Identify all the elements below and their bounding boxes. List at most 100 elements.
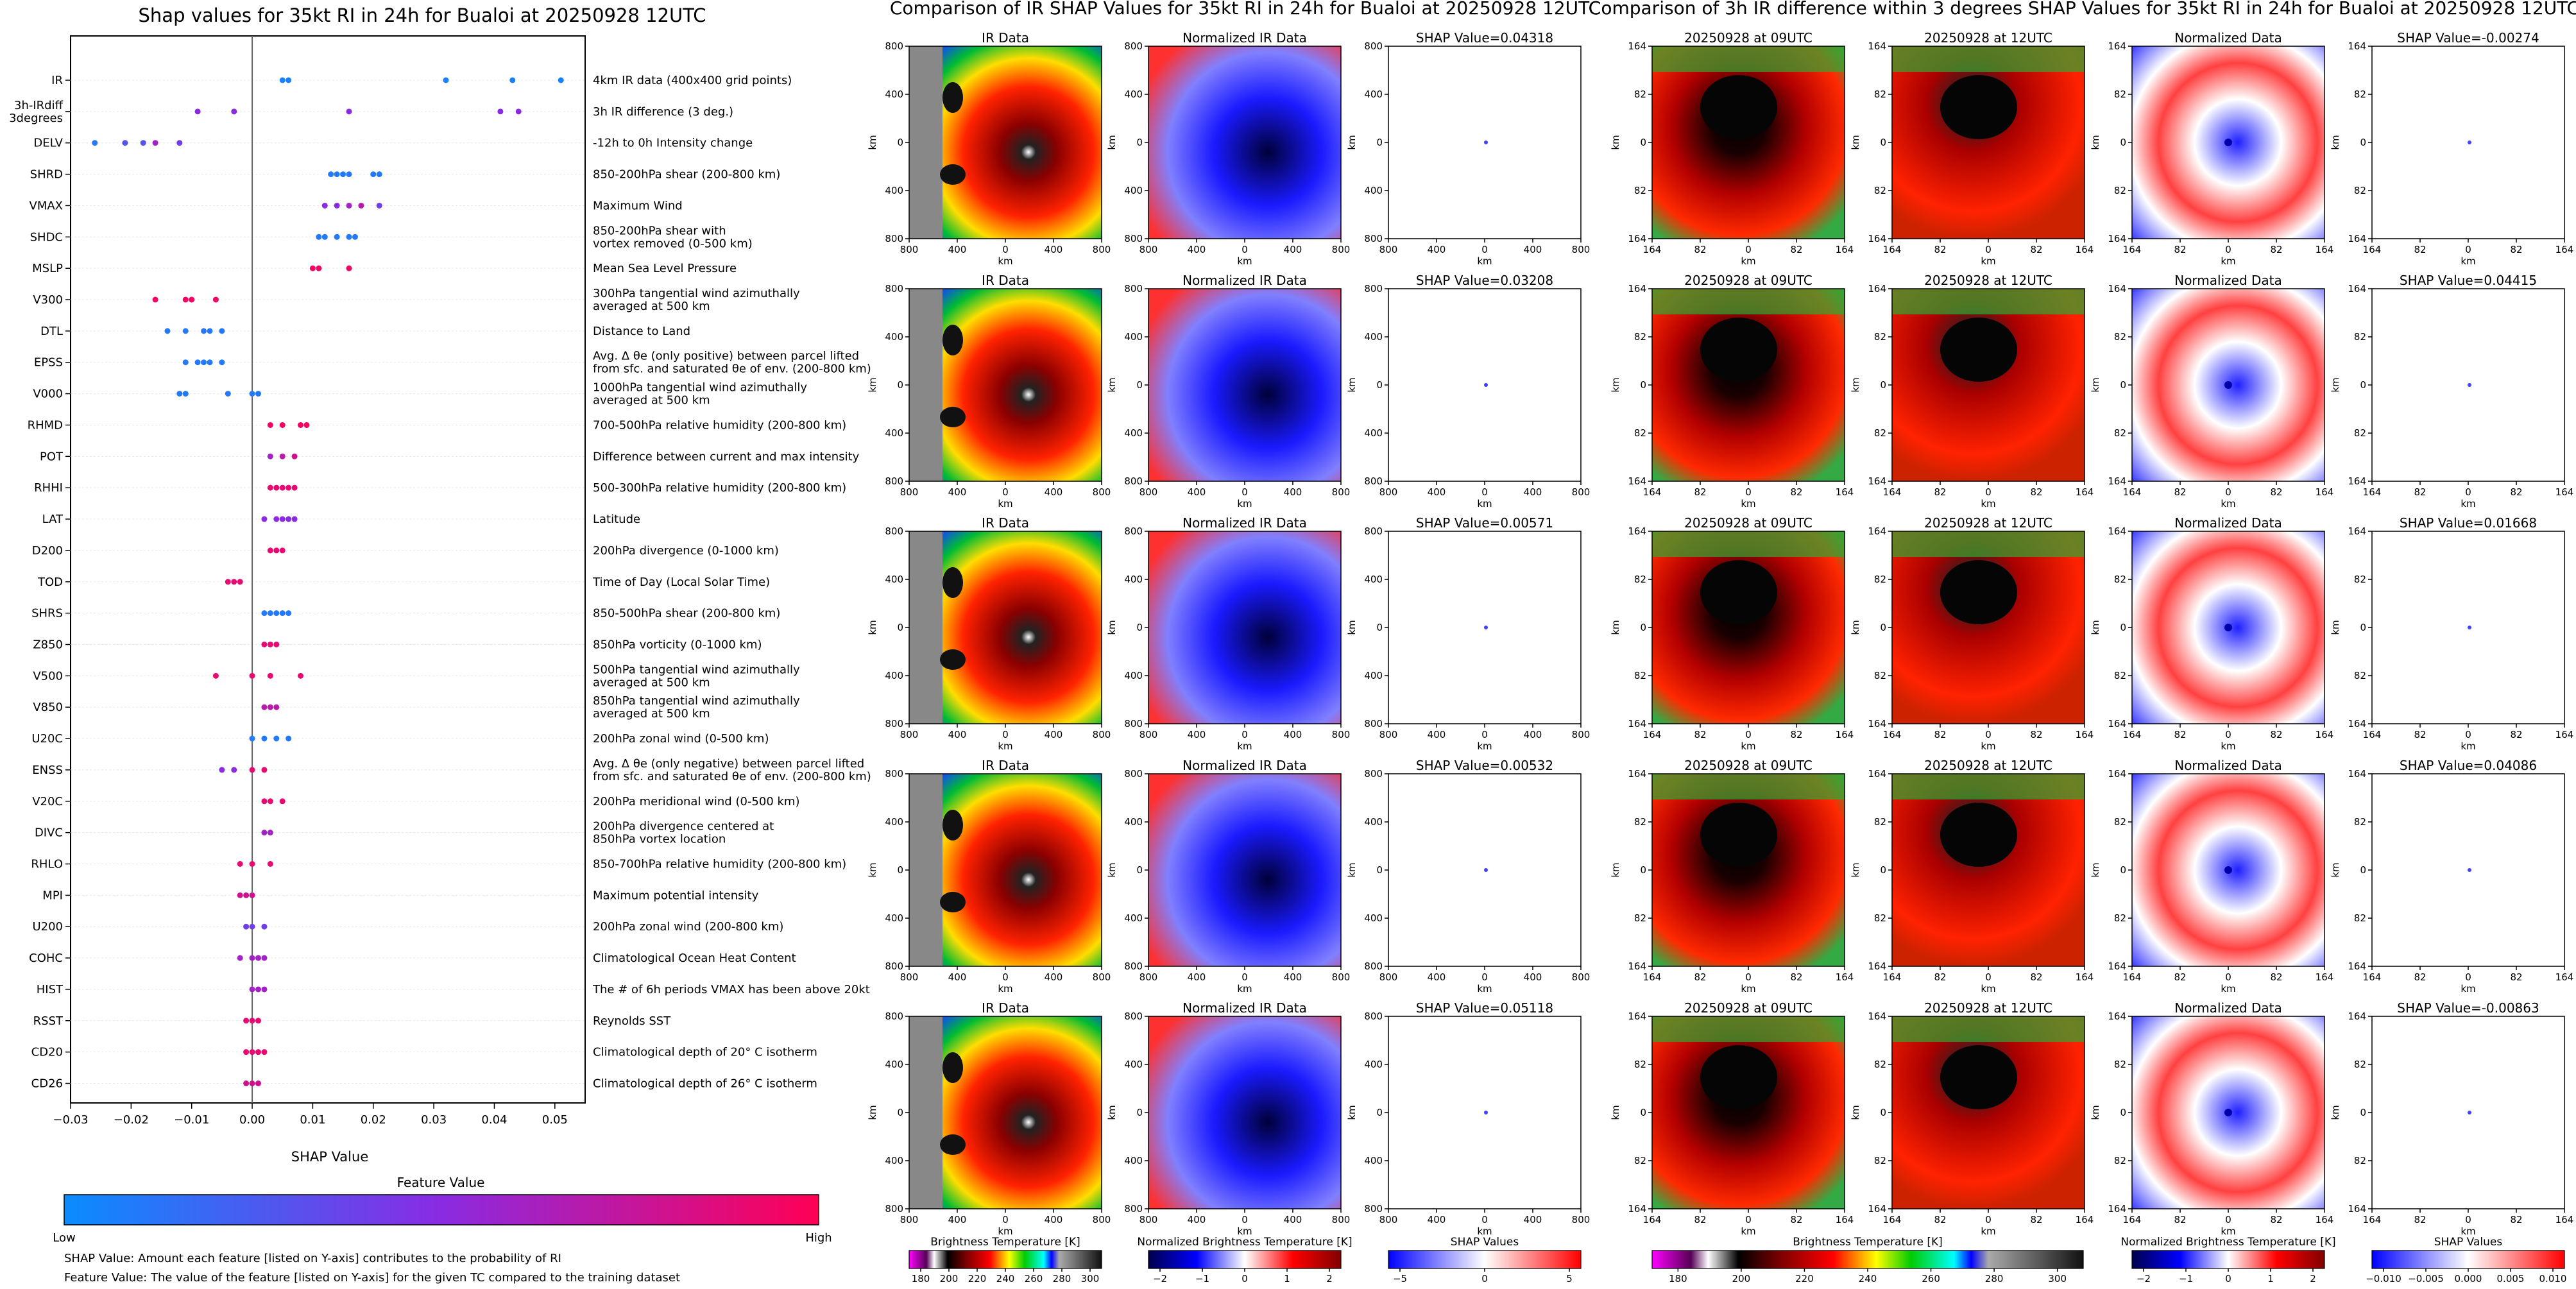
x-tick-label: 82 [1790,486,1802,498]
x-tick-label: 164 [1883,486,1902,498]
panel-image [1148,531,1341,724]
feature-name-line: V300 [33,293,63,307]
x-tick-label: 0 [1481,971,1488,983]
shap-point [249,986,255,993]
x-tick-label: −0.02 [114,1113,149,1127]
x-tick-label: 82 [2270,971,2282,983]
colorbar-tick-label: 180 [912,1273,930,1285]
x-tick-label: 82 [2414,486,2426,498]
land-region [909,531,943,724]
x-tick-label: 400 [1045,971,1063,983]
feature-name-label: V500 [33,669,63,683]
shap-point [267,641,273,647]
x-tick-label: 0 [1985,244,1992,255]
y-tick-label: 164 [1628,718,1646,730]
feature-description: 300hPa tangential wind azimuthally averag… [593,287,800,313]
panel-title: SHAP Value=0.01668 [2400,515,2537,531]
shap-point [316,234,322,240]
y-tick-label: 82 [2114,185,2126,196]
y-tick-label: 400 [885,331,903,343]
x-tick-label: 164 [2363,1214,2382,1225]
y-tick-label: 800 [1124,1011,1143,1022]
y-tick-label: 82 [1634,912,1646,924]
feature-description: 850hPa tangential wind azimuthally averag… [593,694,800,721]
feature-name-line: COHC [29,952,63,965]
cloud-cell [940,892,966,912]
x-axis-label: km [1477,498,1492,509]
shap-point [243,1018,250,1024]
feature-name-label: 3h-IRdiff 3degrees [9,99,64,125]
y-tick-label: 400 [885,574,903,585]
shap-hotspot [1484,868,1488,872]
x-tick-label: 82 [2270,729,2282,740]
x-tick-label: 164 [2363,244,2382,255]
footnote-feature: Feature Value: The value of the feature … [64,1271,680,1285]
x-axis-label: km [1981,498,1995,509]
feature-descriptions: 4km IR data (400x400 grid points) 3h IR d… [592,74,871,1091]
y-tick-label: 82 [1634,1059,1646,1070]
image-panel: SHAP Value=0.016681641648282008282164164… [2330,515,2573,752]
colorbar-gradient [2131,1250,2325,1269]
y-tick-label: 400 [1124,1059,1143,1070]
y-tick-label: 0 [2120,864,2126,876]
shap-point [267,453,273,459]
x-axis-label: km [1741,498,1755,509]
y-tick-label: 0 [1880,864,1886,876]
feature-description-line: 700-500hPa relative humidity (200-800 km… [593,418,846,432]
panel-image [1148,1016,1341,1209]
land-region [909,774,943,966]
shap-point [261,1049,268,1055]
shap-hotspot [1484,1111,1488,1114]
x-tick-label: 82 [1934,244,1946,255]
x-axis-label: km [1741,255,1755,267]
y-tick-label: 0 [2360,622,2366,633]
x-axis-label: km [1237,1225,1252,1237]
y-tick-label: 800 [1124,768,1143,780]
x-tick-label: 164 [2555,1214,2574,1225]
shap-point [122,140,128,146]
feature-name-line: DTL [40,325,63,338]
panel-image [1892,1016,2085,1209]
image-panel: Normalized Data1641648282008282164164kmk… [2090,758,2333,994]
shap-summary-chart: Shap values for 35kt RI in 24h for Bualo… [9,4,871,1285]
x-tick-label: 0 [1002,729,1009,740]
y-tick-label: 82 [1874,816,1886,828]
y-axis-label: km [1346,377,1358,392]
y-tick-label: 82 [2354,670,2366,681]
x-tick-label: 0 [1002,971,1009,983]
x-axis-label: km [1237,740,1252,752]
shap-point [225,579,231,585]
y-tick-label: 0 [1880,137,1886,148]
colorbar-tick-label: −1 [1195,1273,1209,1285]
x-tick-label: 82 [2414,1214,2426,1225]
land-region [909,289,943,481]
feature-name-label: RHLO [31,858,63,871]
image-panel: SHAP Value=-0.00863164164828200828216416… [2330,1000,2573,1237]
shap-point [249,923,255,930]
panel-title: Normalized IR Data [1182,515,1307,531]
x-tick-label: 800 [1093,244,1111,255]
y-tick-label: 400 [885,185,903,196]
colorbar-tick-label: 2 [1326,1273,1333,1285]
shap-point [334,202,340,209]
shap-hotspot [2468,868,2471,872]
y-tick-label: 800 [1364,960,1383,972]
x-axis-label: km [1741,1225,1755,1237]
shap-hotspot [1484,141,1488,144]
y-axis-label: km [1346,135,1358,149]
y-tick-label: 0 [1880,379,1886,391]
colorbar-low-label: Low [53,1231,75,1245]
y-tick-label: 82 [1874,89,1886,100]
y-tick-label: 82 [2354,816,2366,828]
shap-point [346,108,352,115]
shap-point [286,77,292,83]
y-axis-label: km [2330,135,2341,149]
y-tick-label: 0 [1136,622,1143,633]
cold-core [1700,560,1777,624]
image-panel: SHAP Value=0.040861641648282008282164164… [2330,758,2573,994]
x-tick-label: 82 [2510,1214,2522,1225]
cloud-cell [943,82,963,113]
shap-point [267,547,273,554]
y-tick-label: 0 [1136,864,1143,876]
feature-description-line: 850-500hPa shear (200-800 km) [593,607,780,620]
